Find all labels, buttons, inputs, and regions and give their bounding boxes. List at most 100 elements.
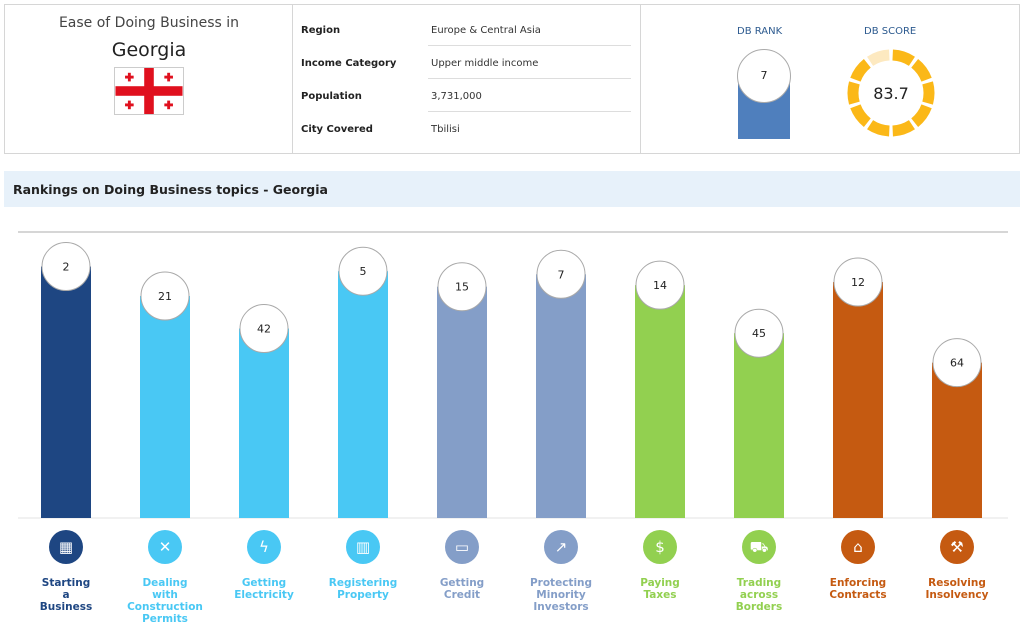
- score-ring-segment: [911, 58, 932, 82]
- bar-value-circle: [635, 260, 685, 310]
- info-key: Region: [301, 25, 341, 36]
- title-column: Ease of Doing Business in Georgia: [5, 5, 293, 153]
- bars-group: 2 21 42 5 15 7 14 45 12 64: [41, 242, 982, 518]
- db-score-value: 83.7: [873, 84, 909, 103]
- country-info-table: Region Europe & Central Asia Income Cate…: [293, 5, 641, 153]
- bar-value-circle: [833, 257, 883, 307]
- score-ring-segment: [867, 49, 890, 67]
- info-value: Upper middle income: [431, 58, 539, 69]
- bar-value-label: 21: [158, 290, 172, 303]
- bar-value-circle: [536, 249, 586, 299]
- bar: [437, 286, 487, 518]
- bar-value-circle: [239, 304, 289, 354]
- overview-panel: Ease of Doing Business in Georgia Region…: [4, 4, 1020, 154]
- georgia-flag: [114, 67, 184, 115]
- bar-value-label: 7: [558, 268, 565, 281]
- courthouse-icon: ⌂: [841, 530, 875, 564]
- info-key: Income Category: [301, 58, 397, 69]
- credit-card-icon: ▭: [445, 530, 479, 564]
- topic-item: ✕ Dealing with Construction Permits: [117, 530, 213, 625]
- info-value: 3,731,000: [431, 91, 482, 102]
- topic-label: Getting Electricity: [234, 577, 294, 601]
- section-title: Rankings on Doing Business topics - Geor…: [13, 182, 328, 197]
- topic-label: Protecting Minority Investors: [529, 577, 593, 613]
- score-ring-segment: [892, 49, 915, 67]
- db-rank-label: DB RANK: [737, 26, 783, 37]
- divider: [428, 78, 631, 79]
- bar-value-label: 5: [360, 265, 367, 278]
- bar: [239, 328, 289, 518]
- score-ring-segment: [850, 58, 871, 82]
- db-rank-value: 7: [737, 49, 791, 103]
- topic-label: Starting a Business: [39, 577, 93, 613]
- bar: [338, 271, 388, 518]
- score-ring: [847, 49, 935, 137]
- property-building-icon: ▥: [346, 530, 380, 564]
- topic-item: ▦ Starting a Business: [18, 530, 114, 613]
- info-key: City Covered: [301, 124, 373, 135]
- topic-label: Resolving Insolvency: [925, 577, 989, 601]
- topic-item: ⌂ Enforcing Contracts: [810, 530, 906, 601]
- topic-item: ▭ Getting Credit: [414, 530, 510, 601]
- rankings-chart: 2 21 42 5 15 7 14 45 12 64: [18, 231, 1008, 519]
- info-row-income: Income Category Upper middle income: [301, 46, 631, 79]
- bar-value-circle: [41, 242, 91, 292]
- score-ring-segment: [922, 81, 935, 105]
- country-name: Georgia: [111, 39, 187, 61]
- score-ring-segment: [850, 104, 871, 128]
- info-value: Tbilisi: [431, 124, 460, 135]
- score-ring-segment: [911, 104, 932, 128]
- info-row-region: Region Europe & Central Asia: [301, 13, 631, 46]
- section-header: Rankings on Doing Business topics - Geor…: [4, 171, 1020, 207]
- ease-title: Ease of Doing Business in: [58, 15, 240, 31]
- bar-value-label: 45: [752, 327, 766, 340]
- topic-label: Getting Credit: [439, 577, 485, 601]
- info-key: Population: [301, 91, 362, 102]
- bar-value-circle: [932, 338, 982, 388]
- db-score-label: DB SCORE: [864, 26, 917, 37]
- bar: [635, 285, 685, 518]
- gavel-icon: ⚒: [940, 530, 974, 564]
- bar-value-label: 14: [653, 279, 667, 292]
- money-icon: $: [643, 530, 677, 564]
- info-row-population: Population 3,731,000: [301, 79, 631, 112]
- bar-value-label: 2: [63, 261, 70, 274]
- bar-value-label: 42: [257, 323, 271, 336]
- bar-value-circle: [437, 262, 487, 312]
- db-score-gauge: 83.7: [847, 49, 935, 137]
- kpi-column: DB RANK 7 DB SCORE 83.7: [641, 5, 1019, 153]
- trend-chart-icon: ↗: [544, 530, 578, 564]
- topic-item: ⛟ Trading across Borders: [711, 530, 807, 613]
- bar-value-circle: [338, 246, 388, 296]
- topic-item: ↗ Protecting Minority Investors: [513, 530, 609, 613]
- score-ring-segment: [847, 81, 860, 105]
- bar-value-label: 12: [851, 276, 865, 289]
- bar-value-label: 64: [950, 357, 964, 370]
- info-row-city: City Covered Tbilisi: [301, 112, 631, 145]
- divider: [428, 45, 631, 46]
- info-value: Europe & Central Asia: [431, 25, 541, 36]
- score-ring-segment: [892, 119, 915, 137]
- topic-label: Enforcing Contracts: [829, 577, 887, 601]
- topic-label: Registering Property: [328, 577, 398, 601]
- bar: [140, 296, 190, 518]
- divider: [428, 111, 631, 112]
- bar: [932, 362, 982, 518]
- bar-value-circle: [140, 271, 190, 321]
- topic-item: ϟ Getting Electricity: [216, 530, 312, 601]
- topic-label: Paying Taxes: [640, 577, 680, 601]
- topic-item: $ Paying Taxes: [612, 530, 708, 601]
- bar-value-circle: [734, 308, 784, 358]
- truck-icon: ⛟: [742, 530, 776, 564]
- topic-item: ⚒ Resolving Insolvency: [909, 530, 1005, 601]
- business-building-icon: ▦: [49, 530, 83, 564]
- bar-value-label: 15: [455, 281, 469, 294]
- score-ring-segment: [867, 119, 890, 137]
- lightning-icon: ϟ: [247, 530, 281, 564]
- bar: [536, 274, 586, 518]
- bar: [833, 282, 883, 518]
- topic-label: Dealing with Construction Permits: [127, 577, 203, 625]
- topic-label: Trading across Borders: [735, 577, 783, 613]
- wrench-screwdriver-icon: ✕: [148, 530, 182, 564]
- bar: [41, 266, 91, 518]
